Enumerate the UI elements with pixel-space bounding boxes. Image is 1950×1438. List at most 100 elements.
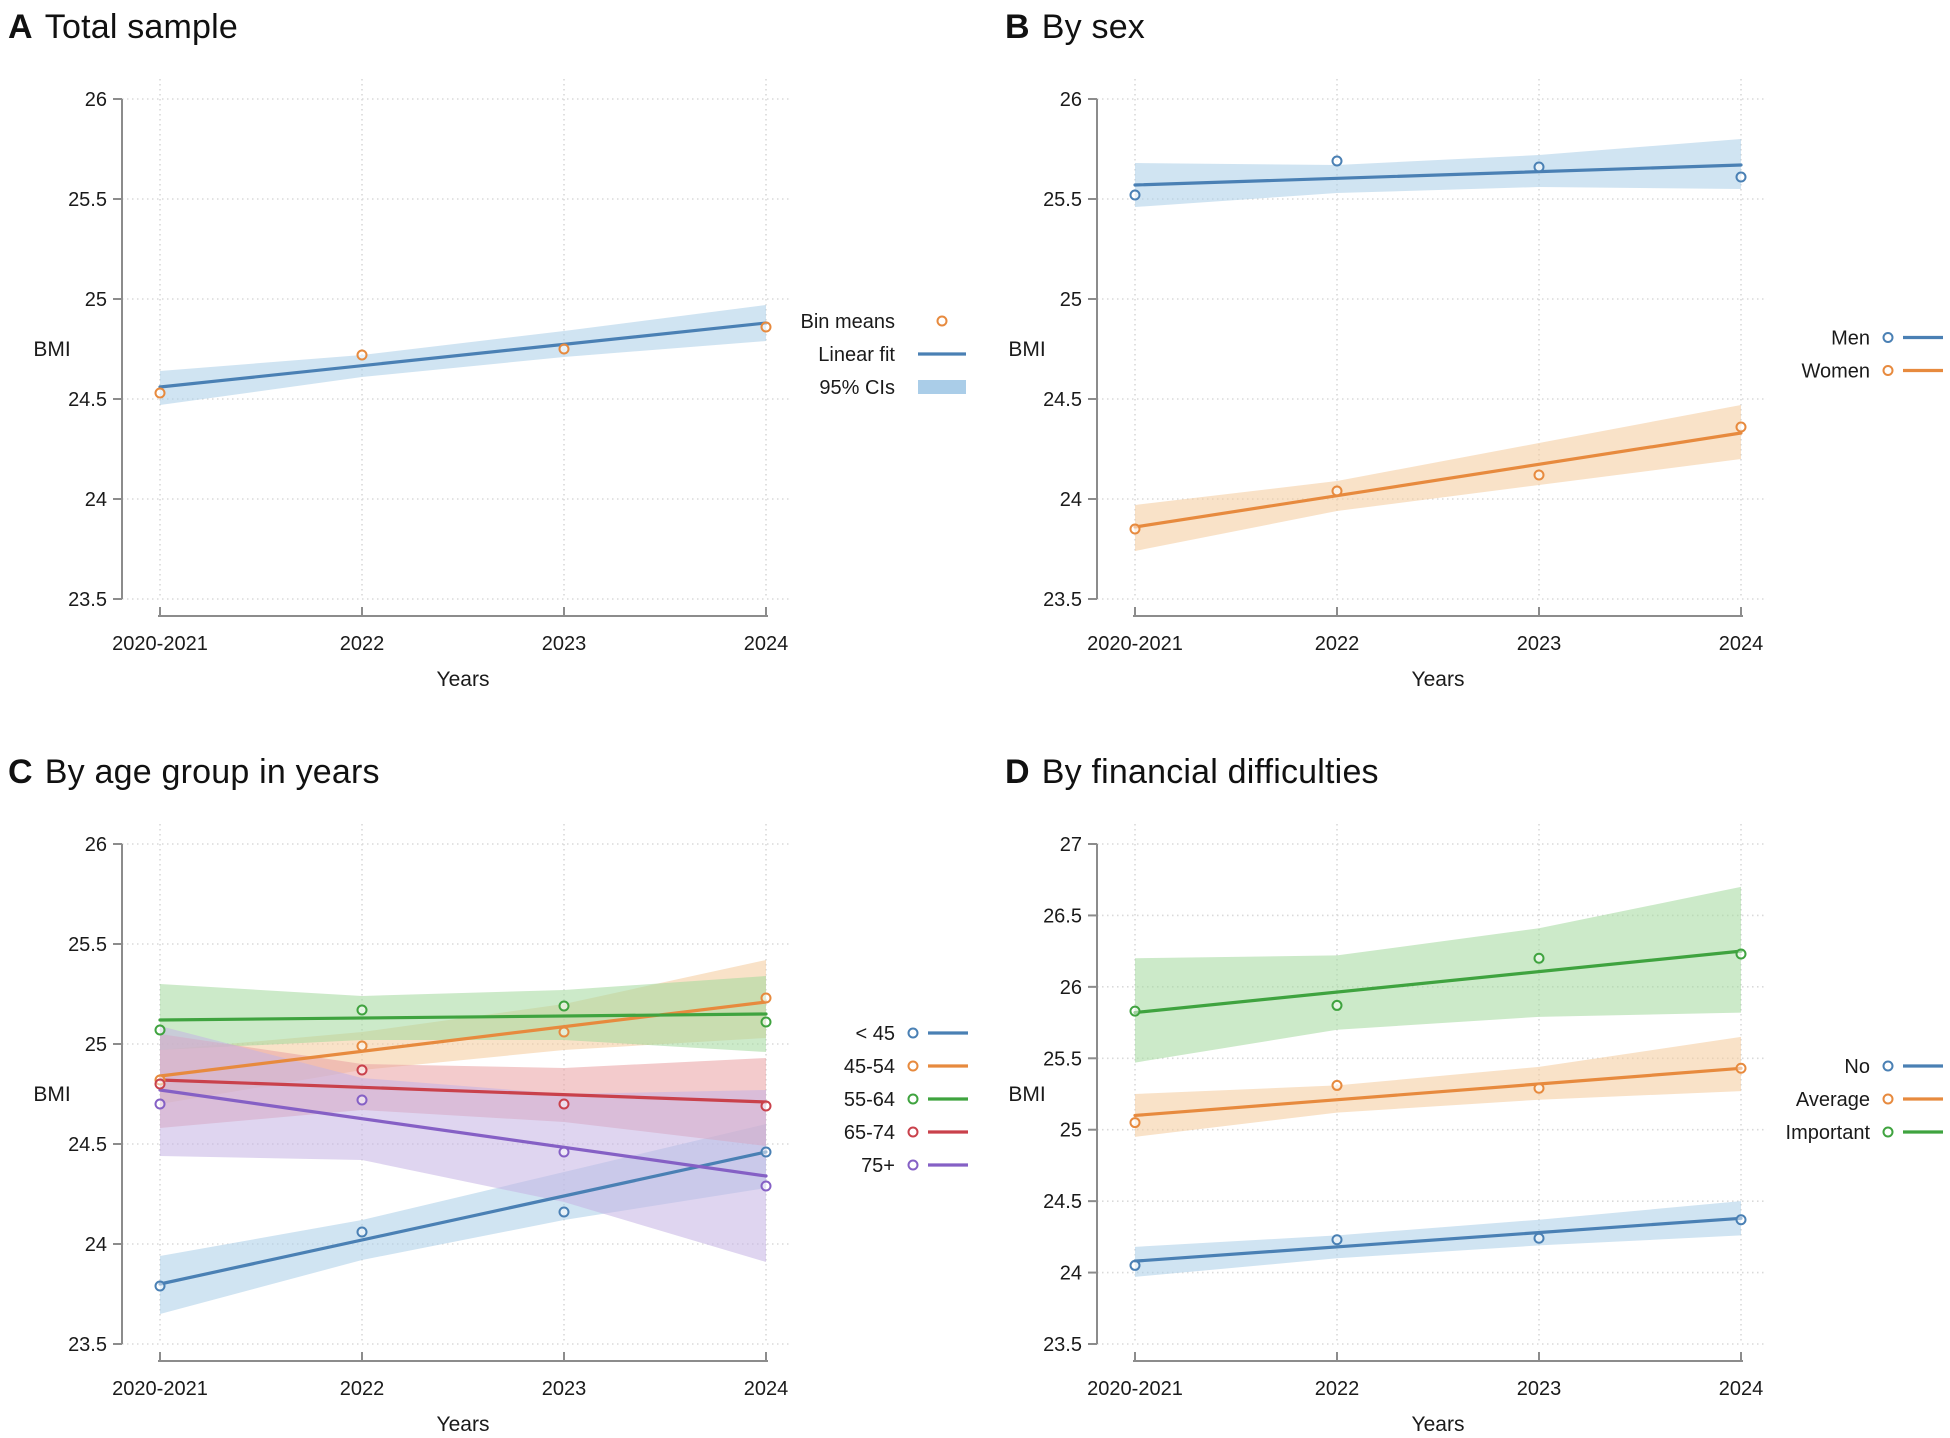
legend-band-marker [918, 380, 966, 394]
chart-by-age-group: 23.5 24 24.5 25 25.5 26 2020-2021 2022 2023 2024 Y… [33, 824, 968, 1436]
data-point-important [1331, 999, 1343, 1011]
legend-circle-marker [1882, 332, 1894, 343]
legend-item-55-64: 55-64 [844, 1089, 968, 1111]
legend-circle-marker [907, 1027, 919, 1039]
data-point-no [1129, 1259, 1141, 1271]
data-point-important [1533, 952, 1545, 964]
data-point-average [1129, 1117, 1141, 1129]
panel-c-title: C By age group in years [0, 745, 975, 799]
legend-label: 65-74 [844, 1122, 895, 1144]
legend-label: Men [1831, 328, 1870, 350]
data-point-important [1735, 948, 1747, 960]
panel-d-letter: D [1005, 752, 1030, 791]
y-tick-label: 24.5 [1043, 389, 1082, 411]
legend-item-45-54: 45-54 [844, 1056, 968, 1078]
fit-line-average [1133, 1066, 1743, 1118]
y-tick-label: 25 [1060, 289, 1082, 311]
x-tick-label: 2020-2021 [1087, 1378, 1183, 1400]
panel-c-by-age-group: C By age group in years 23.5 24 24.5 25 25.5… [0, 719, 975, 1438]
y-tick-label: 26 [85, 834, 107, 856]
panel-b-title: B By sex [975, 0, 1950, 54]
y-tick-label: 25.5 [1043, 189, 1082, 211]
x-tick-label: 2020-2021 [112, 1378, 208, 1400]
legend-label: 55-64 [844, 1089, 895, 1111]
data-point-55-64 [356, 1004, 368, 1016]
data-point-65-74 [558, 1098, 570, 1110]
data-point-75+ [760, 1180, 772, 1192]
data-point-45-54 [558, 1026, 570, 1038]
y-tick-label: 24 [85, 1234, 107, 1256]
legend-item-75-: 75+ [861, 1155, 968, 1177]
y-tick-label: 25.5 [68, 934, 107, 956]
data-point-average [1735, 1062, 1747, 1074]
panel-c-letter: C [8, 752, 33, 791]
data-point-<-45 [558, 1206, 570, 1218]
y-tick-label: 25 [85, 289, 107, 311]
legend-item-linear-fit: Linear fit [818, 344, 966, 366]
legend-item-no: No [1844, 1056, 1943, 1078]
x-tick-label: 2020-2021 [1087, 633, 1183, 655]
legend-circle-marker [936, 315, 948, 327]
data-point-<-45 [760, 1146, 772, 1158]
panel-d-title: D By financial difficulties [975, 745, 1950, 799]
x-tick-label: 2024 [1719, 633, 1764, 655]
data-point-65-74 [760, 1100, 772, 1112]
legend-item-important: Important [1786, 1122, 1943, 1144]
chart-by-sex: 23.5 24 24.5 25 25.5 26 2020-2021 2022 2023 2024 Y… [1008, 79, 1943, 691]
y-tick-label: 26 [1060, 977, 1082, 999]
x-axis-title: Years [1412, 668, 1465, 691]
data-point-total-sample [154, 387, 166, 399]
y-tick-label: 24 [1060, 489, 1082, 511]
data-point-75+ [356, 1094, 368, 1106]
fit-line-important [1133, 949, 1743, 1015]
y-tick-label: 24.5 [1043, 1191, 1082, 1213]
panel-d-title-text: By financial difficulties [1041, 752, 1379, 791]
legend-item-95-cis: 95% CIs [819, 377, 966, 399]
panel-d-by-financial-difficulties: D By financial difficulties 23.5 24 24.5 25… [975, 719, 1950, 1438]
x-tick-label: 2023 [542, 633, 587, 655]
legend-item-men: Men [1831, 328, 1943, 350]
y-tick-label: 26.5 [1043, 905, 1082, 927]
data-point-65-74 [154, 1078, 166, 1090]
y-tick-label: 25.5 [1043, 1048, 1082, 1070]
y-tick-label: 24 [85, 489, 107, 511]
legend-circle-marker [907, 1093, 919, 1105]
x-tick-label: 2022 [340, 1378, 385, 1400]
legend-label: Bin means [801, 311, 896, 333]
y-tick-label: 23.5 [68, 589, 107, 611]
x-axis-title: Years [437, 668, 490, 691]
data-point-women [1129, 523, 1141, 535]
legend-item-65-74: 65-74 [844, 1122, 968, 1144]
data-point-no [1735, 1214, 1747, 1226]
x-tick-label: 2022 [340, 633, 385, 655]
legend-circle-marker [1882, 1093, 1894, 1105]
data-point-total-sample [558, 343, 570, 355]
fit-line-<-45 [158, 1150, 768, 1286]
data-point-45-54 [356, 1040, 368, 1052]
y-tick-label: 26 [85, 89, 107, 111]
data-point-55-64 [558, 1000, 570, 1012]
y-tick-label: 24.5 [68, 389, 107, 411]
data-point-45-54 [760, 992, 772, 1004]
x-tick-label: 2024 [744, 1378, 789, 1400]
fit-line-total-sample [158, 321, 768, 389]
data-point-women [1533, 469, 1545, 481]
data-point-75+ [154, 1098, 166, 1110]
ci-band-women [1135, 405, 1741, 551]
legend-label: 45-54 [844, 1056, 895, 1078]
y-tick-label: 25 [85, 1034, 107, 1056]
y-axis-title: BMI [33, 1083, 70, 1106]
chart-total-sample: 23.5 24 24.5 25 25.5 26 2020-2021 2022 2023 2024 Y… [33, 79, 966, 691]
y-tick-label: 24.5 [68, 1134, 107, 1156]
chart-by-financial-difficulties: 23.5 24 24.5 25 25.5 26 26.5 27 2020-2021 2022 202… [1008, 824, 1943, 1436]
y-tick-label: 27 [1060, 834, 1082, 856]
data-point-75+ [558, 1146, 570, 1158]
x-tick-label: 2023 [1517, 633, 1562, 655]
legend-label: Women [1801, 361, 1870, 383]
legend-label: Linear fit [818, 344, 895, 366]
data-point-55-64 [760, 1016, 772, 1028]
panel-b-letter: B [1005, 7, 1030, 46]
y-tick-label: 25.5 [68, 189, 107, 211]
legend-circle-marker [907, 1159, 919, 1171]
legend-label: No [1844, 1056, 1870, 1078]
